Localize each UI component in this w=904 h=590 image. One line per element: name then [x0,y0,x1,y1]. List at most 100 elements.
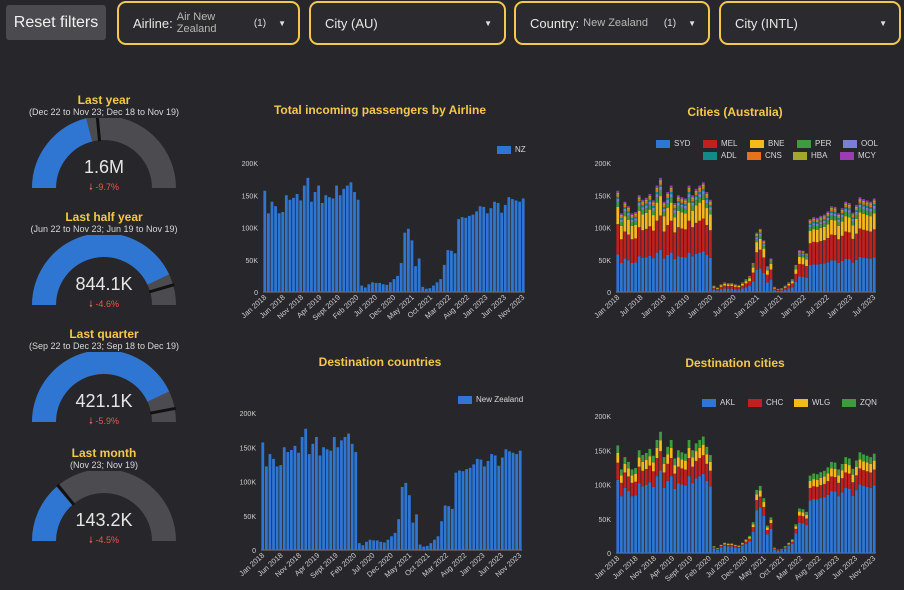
bar-segment-adl[interactable] [769,260,773,262]
bar[interactable] [272,458,275,550]
bar-segment-mcy[interactable] [691,195,694,198]
bar-segment-mcy[interactable] [865,200,869,203]
bar[interactable] [310,201,313,292]
bar-segment-chc[interactable] [862,470,865,486]
bar[interactable] [435,282,439,292]
bar-segment-syd[interactable] [748,286,751,292]
bar-segment-ool[interactable] [812,223,816,226]
bar[interactable] [270,201,274,292]
bar-segment-per[interactable] [623,211,627,217]
bar-segment-bne[interactable] [627,219,630,235]
bar-segment-chc[interactable] [691,466,694,484]
bar-segment-mel[interactable] [819,241,823,264]
bar-segment-wlg[interactable] [869,463,873,473]
bar-segment-mel[interactable] [655,220,659,253]
bar-segment-per[interactable] [840,217,844,222]
bar-segment-wlg[interactable] [783,546,787,548]
bar-segment-cns[interactable] [698,189,702,192]
bar-segment-mel[interactable] [869,231,873,259]
bar[interactable] [410,240,414,292]
bar-segment-bne[interactable] [712,286,716,288]
bar-segment-zqn[interactable] [769,517,773,520]
bar[interactable] [508,451,511,550]
bar-segment-mcy[interactable] [673,202,677,205]
bar-segment-syd[interactable] [733,289,737,292]
bar[interactable] [386,539,390,550]
bar-segment-hba[interactable] [801,251,805,253]
bar-segment-chc[interactable] [680,468,684,485]
bar-segment-hba[interactable] [648,195,652,198]
bar-segment-mel[interactable] [719,286,723,290]
bar-segment-hba[interactable] [630,214,634,217]
bar-segment-zqn[interactable] [676,450,680,458]
bar-segment-akl[interactable] [862,485,865,553]
legend-item[interactable]: SYD [656,139,690,148]
bar-segment-wlg[interactable] [758,490,762,497]
bar-segment-wlg[interactable] [855,466,858,476]
bar-segment-chc[interactable] [619,482,623,497]
bar-segment-wlg[interactable] [641,461,645,471]
bar-segment-per[interactable] [673,212,677,218]
bar-segment-mcy[interactable] [851,212,855,215]
bar[interactable] [375,540,379,550]
bar-segment-cns[interactable] [669,189,673,192]
bar-segment-akl[interactable] [826,494,830,553]
bar-segment-bne[interactable] [666,208,670,226]
bar-segment-wlg[interactable] [865,462,869,472]
bar-segment-akl[interactable] [619,496,623,553]
bar-segment-per[interactable] [798,254,801,257]
bar-segment-zqn[interactable] [701,436,705,445]
bar-segment-per[interactable] [652,210,655,216]
bar-segment-wlg[interactable] [637,457,641,467]
bar-segment-bne[interactable] [684,213,687,230]
bar[interactable] [372,540,376,550]
bar-segment-bne[interactable] [769,263,773,270]
bar-segment-per[interactable] [769,262,773,264]
bar-segment-zqn[interactable] [794,524,798,527]
bar-segment-cns[interactable] [847,206,851,209]
bar-segment-cns[interactable] [694,192,698,195]
bar-segment-ool[interactable] [680,204,684,208]
bar-segment-wlg[interactable] [687,447,691,459]
city-au-filter[interactable]: City (AU) ▼ [309,1,506,45]
bar-segment-akl[interactable] [652,486,655,553]
bar-segment-ool[interactable] [830,213,833,216]
bar-segment-cns[interactable] [676,199,680,202]
bar-segment-hba[interactable] [684,200,687,203]
bar-segment-cns[interactable] [872,202,876,205]
bar-segment-zqn[interactable] [637,450,641,458]
bar-segment-hba[interactable] [808,220,812,223]
bar[interactable] [360,285,364,292]
bar-segment-mel[interactable] [701,218,705,252]
bar-segment-adl[interactable] [755,236,759,238]
bar[interactable] [293,445,297,550]
bar-segment-hba[interactable] [641,201,645,204]
bar-segment-zqn[interactable] [687,439,691,448]
bar[interactable] [266,213,270,292]
bar-segment-mel[interactable] [833,234,837,261]
bar-segment-hba[interactable] [826,212,830,215]
bar-segment-cns[interactable] [680,200,684,203]
bar-segment-zqn[interactable] [798,508,801,512]
bar[interactable] [357,543,361,550]
bar-segment-mel[interactable] [840,235,844,261]
bar-segment-hba[interactable] [812,218,816,221]
bar[interactable] [317,185,321,292]
bar-segment-ool[interactable] [698,194,702,198]
bar-segment-zqn[interactable] [666,446,670,455]
bar-segment-akl[interactable] [858,484,862,553]
bar-segment-syd[interactable] [830,260,833,292]
bar-segment-chc[interactable] [776,550,780,551]
bar-segment-akl[interactable] [855,490,858,553]
bar-segment-chc[interactable] [744,541,748,544]
bar-segment-akl[interactable] [872,485,876,553]
bar-segment-akl[interactable] [794,533,798,553]
bar[interactable] [475,211,478,292]
legend-item[interactable]: PER [797,139,831,148]
bar-segment-per[interactable] [822,223,826,227]
bar[interactable] [403,232,407,292]
bar-segment-bne[interactable] [748,278,751,282]
bar-segment-ool[interactable] [755,237,759,240]
bar-segment-syd[interactable] [762,272,766,292]
bar-segment-per[interactable] [862,209,865,214]
